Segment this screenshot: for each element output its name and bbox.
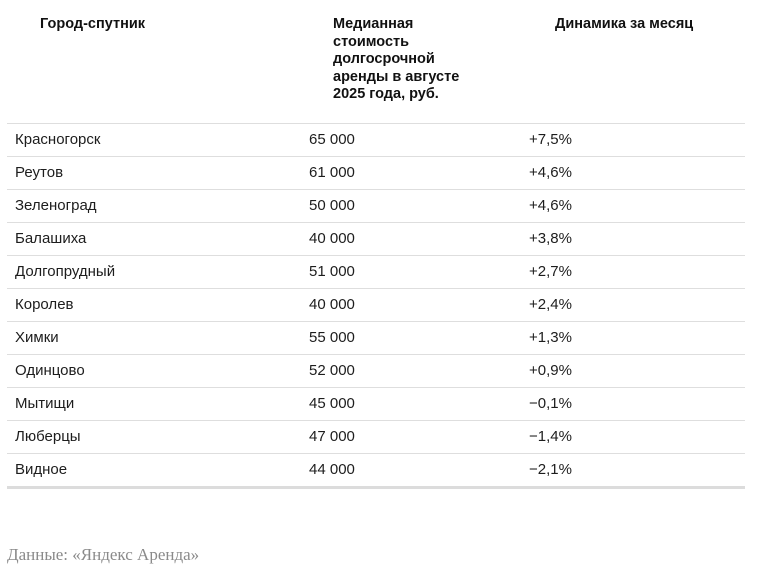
table-row: Балашиха 40 000 +3,8% bbox=[7, 223, 745, 256]
cell-city: Долгопрудный bbox=[15, 263, 116, 280]
table-row: Зеленоград 50 000 +4,6% bbox=[7, 190, 745, 223]
cell-median-rent: 55 000 bbox=[309, 329, 355, 346]
cell-city: Красногорск bbox=[15, 131, 101, 148]
cell-monthly-change: +4,6% bbox=[529, 197, 572, 214]
cell-city: Мытищи bbox=[15, 395, 75, 412]
cell-monthly-change: −2,1% bbox=[529, 461, 572, 478]
cell-city: Люберцы bbox=[15, 428, 81, 445]
source-caption: Данные: «Яндекс Аренда» bbox=[7, 545, 200, 564]
cell-city: Королев bbox=[15, 296, 74, 313]
table-row: Химки 55 000 +1,3% bbox=[7, 322, 745, 355]
cell-median-rent: 61 000 bbox=[309, 164, 355, 181]
table-body: Красногорск 65 000 +7,5% Реутов 61 000 +… bbox=[7, 123, 745, 489]
cell-city: Балашиха bbox=[15, 230, 87, 247]
header-city: Город-спутник bbox=[40, 16, 146, 32]
header-median-rent: Медианная стоимость долгосрочной аренды … bbox=[333, 16, 460, 102]
table-row: Долгопрудный 51 000 +2,7% bbox=[7, 256, 745, 289]
cell-monthly-change: +4,6% bbox=[529, 164, 572, 181]
header-monthly-change: Динамика за месяц bbox=[555, 16, 694, 32]
cell-city: Реутов bbox=[15, 164, 64, 181]
table-row: Королев 40 000 +2,4% bbox=[7, 289, 745, 322]
cell-median-rent: 44 000 bbox=[309, 461, 355, 478]
cell-median-rent: 51 000 bbox=[309, 263, 355, 280]
cell-median-rent: 40 000 bbox=[309, 296, 355, 313]
cell-city: Зеленоград bbox=[15, 197, 97, 214]
cell-monthly-change: +0,9% bbox=[529, 362, 572, 379]
cell-monthly-change: −0,1% bbox=[529, 395, 572, 412]
cell-median-rent: 65 000 bbox=[309, 131, 355, 148]
cell-median-rent: 47 000 bbox=[309, 428, 355, 445]
table-row: Мытищи 45 000 −0,1% bbox=[7, 388, 745, 421]
table-row: Реутов 61 000 +4,6% bbox=[7, 157, 745, 190]
cell-monthly-change: −1,4% bbox=[529, 428, 572, 445]
cell-median-rent: 52 000 bbox=[309, 362, 355, 379]
cell-monthly-change: +7,5% bbox=[529, 131, 572, 148]
cell-city: Одинцово bbox=[15, 362, 85, 379]
table-row: Красногорск 65 000 +7,5% bbox=[7, 124, 745, 157]
cell-median-rent: 45 000 bbox=[309, 395, 355, 412]
cell-monthly-change: +2,7% bbox=[529, 263, 572, 280]
cell-monthly-change: +1,3% bbox=[529, 329, 572, 346]
table-row: Одинцово 52 000 +0,9% bbox=[7, 355, 745, 388]
table-header: Город-спутник Медианная стоимость долгос… bbox=[7, 0, 745, 123]
table-row: Видное 44 000 −2,1% bbox=[7, 454, 745, 486]
cell-monthly-change: +2,4% bbox=[529, 296, 572, 313]
cell-city: Видное bbox=[15, 461, 68, 478]
table-row: Люберцы 47 000 −1,4% bbox=[7, 421, 745, 454]
rent-table: Город-спутник Медианная стоимость долгос… bbox=[7, 0, 745, 489]
cell-median-rent: 40 000 bbox=[309, 230, 355, 247]
cell-median-rent: 50 000 bbox=[309, 197, 355, 214]
cell-city: Химки bbox=[15, 329, 59, 346]
cell-monthly-change: +3,8% bbox=[529, 230, 572, 247]
